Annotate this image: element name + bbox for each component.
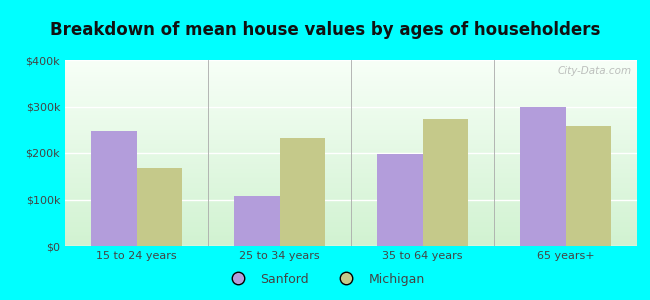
- Bar: [91, 131, 136, 246]
- Bar: [422, 119, 468, 246]
- Legend: Sanford, Michigan: Sanford, Michigan: [220, 268, 430, 291]
- Bar: [377, 154, 423, 246]
- Bar: [566, 126, 611, 246]
- Bar: [520, 106, 566, 246]
- Bar: [234, 196, 280, 246]
- Text: City-Data.com: City-Data.com: [557, 66, 631, 76]
- Bar: [136, 168, 182, 246]
- Text: Breakdown of mean house values by ages of householders: Breakdown of mean house values by ages o…: [50, 21, 600, 39]
- Bar: [280, 138, 325, 246]
